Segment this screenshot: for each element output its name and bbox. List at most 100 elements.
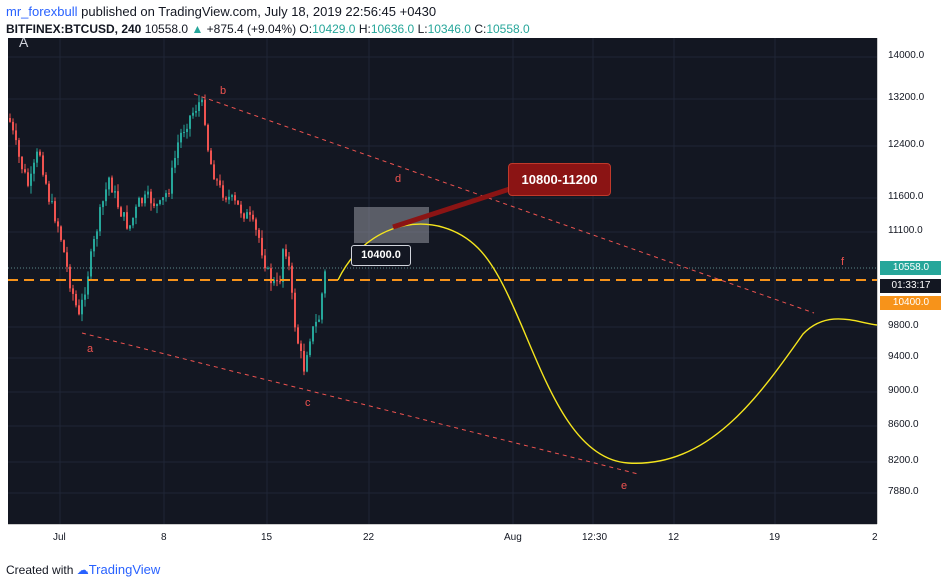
candle-body xyxy=(318,319,320,322)
low-label: L: xyxy=(417,22,428,36)
symbol[interactable]: BITFINEX:BTCUSD, 240 xyxy=(6,22,142,36)
candle-body xyxy=(54,201,56,222)
candle-body xyxy=(306,355,308,372)
trendline-lower xyxy=(81,332,639,475)
candle-body xyxy=(153,203,155,207)
wave-label-a: a xyxy=(87,343,94,355)
candle-body xyxy=(84,294,86,300)
candle-body xyxy=(291,265,293,293)
callout-pointer xyxy=(392,185,514,230)
time-tick: 12 xyxy=(668,532,680,543)
candle-body xyxy=(186,128,188,133)
candle-body xyxy=(69,266,71,289)
candle-body xyxy=(225,197,227,200)
time-tick: 19 xyxy=(769,532,781,543)
price-tick: 14000.0 xyxy=(888,50,925,61)
published-text: published on TradingView.com, July 18, 2… xyxy=(77,4,437,19)
candle-body xyxy=(282,249,284,283)
candle-body xyxy=(276,279,278,282)
candle-body xyxy=(138,197,140,207)
wave-label-d: d xyxy=(395,173,402,185)
last-price: 10558.0 xyxy=(144,22,189,36)
candle-body xyxy=(81,299,83,315)
candle-body xyxy=(228,196,230,200)
price-tick: 7880.0 xyxy=(888,486,919,497)
candle-body xyxy=(300,343,302,351)
up-arrow-icon: ▲ xyxy=(191,22,204,36)
candle-body xyxy=(78,305,80,315)
candle-body xyxy=(174,157,176,168)
candle-body xyxy=(156,204,158,207)
candle-body xyxy=(264,255,266,269)
candle-body xyxy=(213,164,215,180)
price-tick: 13200.0 xyxy=(888,92,925,103)
candle-body xyxy=(168,193,170,195)
level-price-box[interactable]: 10400.0 xyxy=(351,245,411,266)
time-tick: 15 xyxy=(261,532,273,543)
price-tick: 8600.0 xyxy=(888,419,919,430)
trendline-upper xyxy=(193,93,815,314)
candle-body xyxy=(198,102,200,112)
candle-body xyxy=(45,174,47,184)
candle-body xyxy=(66,252,68,267)
candle-body xyxy=(243,213,245,219)
candle-body xyxy=(15,130,17,141)
price-tick: 12400.0 xyxy=(888,139,925,150)
candle-body xyxy=(141,197,143,204)
candle-body xyxy=(123,212,125,217)
candle-body xyxy=(162,197,164,201)
candle-body xyxy=(159,200,161,205)
candle-body xyxy=(246,212,248,219)
price-tick: 9400.0 xyxy=(888,351,919,362)
candle-body xyxy=(288,256,290,266)
candle-body xyxy=(96,231,98,240)
candle-body xyxy=(297,327,299,344)
chart-pane[interactable]: A 10800-1 xyxy=(8,38,877,524)
wave-label-f: f xyxy=(841,256,845,268)
candle-body xyxy=(303,350,305,372)
candle-body xyxy=(90,251,92,277)
price-tick: 9800.0 xyxy=(888,320,919,331)
candle-body xyxy=(285,249,287,257)
candle-body xyxy=(180,132,182,143)
candle-body xyxy=(321,293,323,320)
candle-body xyxy=(108,177,110,190)
price-axis[interactable]: 14000.0 13200.0 12400.0 11600.0 11100.0 … xyxy=(877,38,941,524)
candle-body xyxy=(240,204,242,214)
target-zone-box xyxy=(354,207,429,243)
candle-body xyxy=(24,169,26,173)
candle-body xyxy=(114,191,116,193)
candle-body xyxy=(315,321,317,327)
high-label: H: xyxy=(358,22,371,36)
close-value: 10558.0 xyxy=(486,22,530,36)
candle-body xyxy=(270,268,272,284)
target-zone-callout[interactable]: 10800-11200 xyxy=(508,163,611,196)
candle-body xyxy=(120,207,122,217)
candle-body xyxy=(210,150,212,165)
candle-body xyxy=(231,195,233,197)
candle-body xyxy=(48,183,50,202)
tradingview-brand-link[interactable]: TradingView xyxy=(88,562,161,577)
price-tick: 9000.0 xyxy=(888,385,919,396)
author-link[interactable]: mr_forexbull xyxy=(6,4,78,19)
candle-body xyxy=(63,240,65,253)
time-tick: 2 xyxy=(872,532,878,543)
candle-body xyxy=(27,172,29,186)
tradingview-logo-icon: ☁ xyxy=(76,563,89,577)
low-value: 10346.0 xyxy=(427,22,471,36)
price-tick: 8200.0 xyxy=(888,455,919,466)
candle-body xyxy=(219,180,221,186)
footer: Created with ☁TradingView xyxy=(6,562,160,577)
candle-body xyxy=(192,112,194,116)
chart-canvas[interactable] xyxy=(8,38,877,524)
candle-body xyxy=(207,124,209,151)
candle-body xyxy=(309,341,311,356)
candle-body xyxy=(135,206,137,218)
open-label: O: xyxy=(299,22,313,36)
time-axis[interactable]: Jul 8 15 22 Aug 12:30 12 19 2 xyxy=(8,524,878,551)
candle-body xyxy=(183,132,185,134)
high-value: 10636.0 xyxy=(370,22,415,36)
candle-body xyxy=(237,200,239,205)
candle-body xyxy=(132,217,134,226)
ticker-info: BITFINEX:BTCUSD, 240 10558.0 ▲ +875.4 (+… xyxy=(6,22,530,36)
